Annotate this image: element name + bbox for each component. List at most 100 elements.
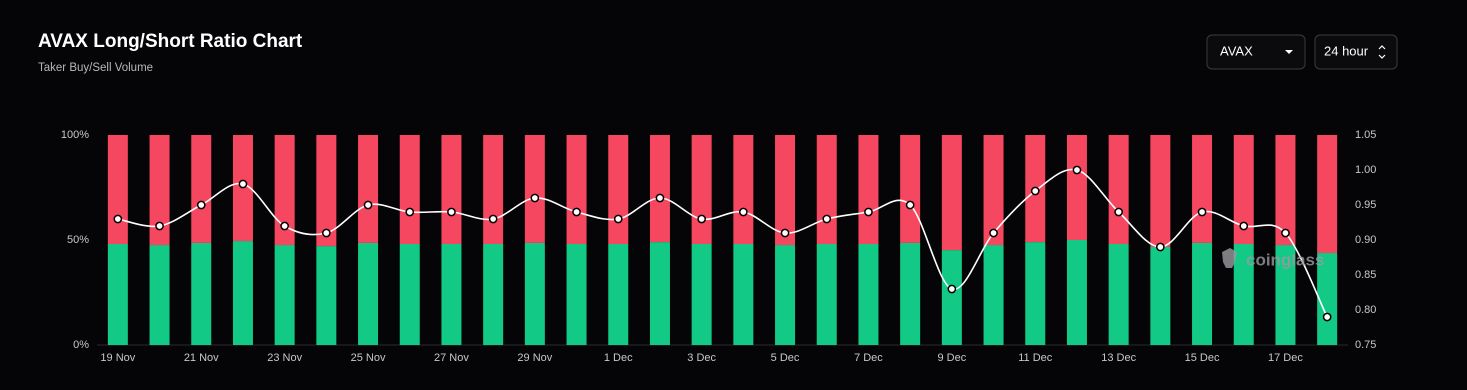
- bar-segment: [691, 135, 712, 244]
- bar-segment: [1108, 135, 1129, 244]
- bar-segment: [107, 243, 128, 345]
- x-tick-label: 5 Dec: [771, 352, 800, 364]
- symbol-select[interactable]: AVAX: [1206, 34, 1306, 70]
- select-value[interactable]: AVAX: [1220, 43, 1253, 58]
- x-tick-label: 15 Dec: [1185, 352, 1220, 364]
- bar-segment: [816, 243, 837, 345]
- bar-segment: [733, 135, 754, 244]
- ratio-point: [447, 207, 456, 217]
- chart-title: AVAX Long/Short Ratio Chart: [38, 31, 303, 52]
- x-tick-label: 3 Dec: [687, 352, 716, 364]
- bar-segment: [1233, 135, 1254, 244]
- ratio-point: [989, 228, 998, 238]
- bar-segment: [941, 250, 962, 345]
- bar-segment: [316, 135, 337, 247]
- ratio-point: [1239, 221, 1249, 231]
- bar-segment: [274, 135, 295, 246]
- ratio-point: [280, 221, 289, 231]
- ratio-point: [238, 179, 248, 189]
- bar-segment: [983, 135, 1004, 246]
- x-tick-label: 29 Nov: [517, 352, 552, 364]
- bar-segment: [1192, 242, 1213, 345]
- stepper-icon: [1378, 45, 1386, 59]
- ratio-point: [1322, 312, 1332, 322]
- bar-segment: [483, 135, 504, 244]
- bar-segment: [566, 243, 587, 345]
- bar-segment: [316, 246, 337, 345]
- watermark-logo: [1222, 248, 1237, 268]
- ratio-point: [697, 214, 707, 224]
- interval-select[interactable]: 24 hour: [1314, 34, 1398, 70]
- bar-segment: [232, 241, 253, 345]
- select-box[interactable]: [1314, 34, 1398, 70]
- bar-segment: [1192, 135, 1213, 243]
- ratio-point: [780, 228, 790, 238]
- bar-segment: [608, 135, 629, 244]
- bar-segment: [941, 135, 962, 251]
- x-tick-label: 21 Nov: [184, 352, 219, 364]
- ratio-point: [1197, 207, 1207, 217]
- ratio-point: [655, 193, 665, 203]
- y2-tick-label: 0.95: [1355, 199, 1376, 211]
- select-value[interactable]: 24 hour: [1324, 43, 1369, 58]
- y2-tick-label: 0.85: [1355, 269, 1376, 281]
- bar-segment: [1317, 253, 1338, 345]
- bar-segment: [649, 242, 670, 345]
- bar-segment: [1150, 135, 1171, 247]
- y-tick-label: 0%: [73, 339, 89, 351]
- bar-segment: [566, 135, 587, 244]
- bar-segment: [358, 242, 379, 345]
- x-tick-label: 27 Nov: [434, 352, 469, 364]
- ratio-point: [822, 214, 832, 224]
- bar-segment: [1275, 245, 1296, 345]
- bar-segment: [191, 135, 212, 243]
- chart-subtitle: Taker Buy/Sell Volume: [38, 62, 153, 74]
- bar-segment: [1233, 243, 1254, 345]
- x-tick-label: 17 Dec: [1268, 352, 1303, 364]
- select-box[interactable]: [1206, 34, 1306, 70]
- bar-segment: [399, 135, 420, 244]
- ratio-point: [864, 207, 873, 217]
- ratio-point: [739, 207, 748, 217]
- y-tick-label: 100%: [61, 129, 89, 141]
- ratio-point: [1072, 165, 1082, 175]
- ratio-point: [1030, 186, 1040, 196]
- ratio-point: [947, 284, 957, 294]
- bar-segment: [358, 135, 379, 243]
- y2-tick-label: 0.90: [1355, 234, 1376, 246]
- bar-segment: [399, 243, 420, 345]
- x-tick-label: 11 Dec: [1018, 352, 1053, 364]
- x-tick-label: 7 Dec: [854, 352, 883, 364]
- bar-segment: [608, 243, 629, 345]
- y2-tick-label: 0.80: [1355, 304, 1376, 316]
- bar-segment: [900, 135, 921, 243]
- x-tick-label: 23 Nov: [267, 352, 302, 364]
- bar-segment: [441, 243, 462, 345]
- bar-segment: [1025, 242, 1046, 345]
- bar-segment: [1108, 243, 1129, 345]
- bar-segment: [1066, 135, 1087, 240]
- ratio-point: [405, 207, 415, 217]
- bar-segment: [149, 135, 170, 246]
- watermark: coinglass: [1246, 250, 1324, 269]
- bar-segment: [816, 135, 837, 244]
- ratio-point: [1156, 242, 1165, 252]
- ratio-point: [1114, 207, 1124, 217]
- bar-segment: [775, 245, 796, 345]
- bar-segment: [983, 245, 1004, 345]
- y2-tick-label: 1.05: [1355, 129, 1376, 141]
- y2-tick-label: 1.00: [1355, 164, 1376, 176]
- x-tick-label: 13 Dec: [1101, 352, 1136, 364]
- x-tick-label: 19 Nov: [100, 352, 135, 364]
- ratio-point: [1281, 228, 1290, 238]
- bar-segment: [441, 135, 462, 244]
- bar-segment: [107, 135, 128, 244]
- bar-segment: [900, 242, 921, 345]
- ratio-point: [322, 228, 331, 238]
- ratio-point: [196, 200, 206, 210]
- y2-tick-label: 0.75: [1355, 339, 1376, 351]
- bar-segment: [1317, 135, 1338, 254]
- ratio-point: [613, 214, 623, 224]
- ratio-point: [155, 221, 164, 231]
